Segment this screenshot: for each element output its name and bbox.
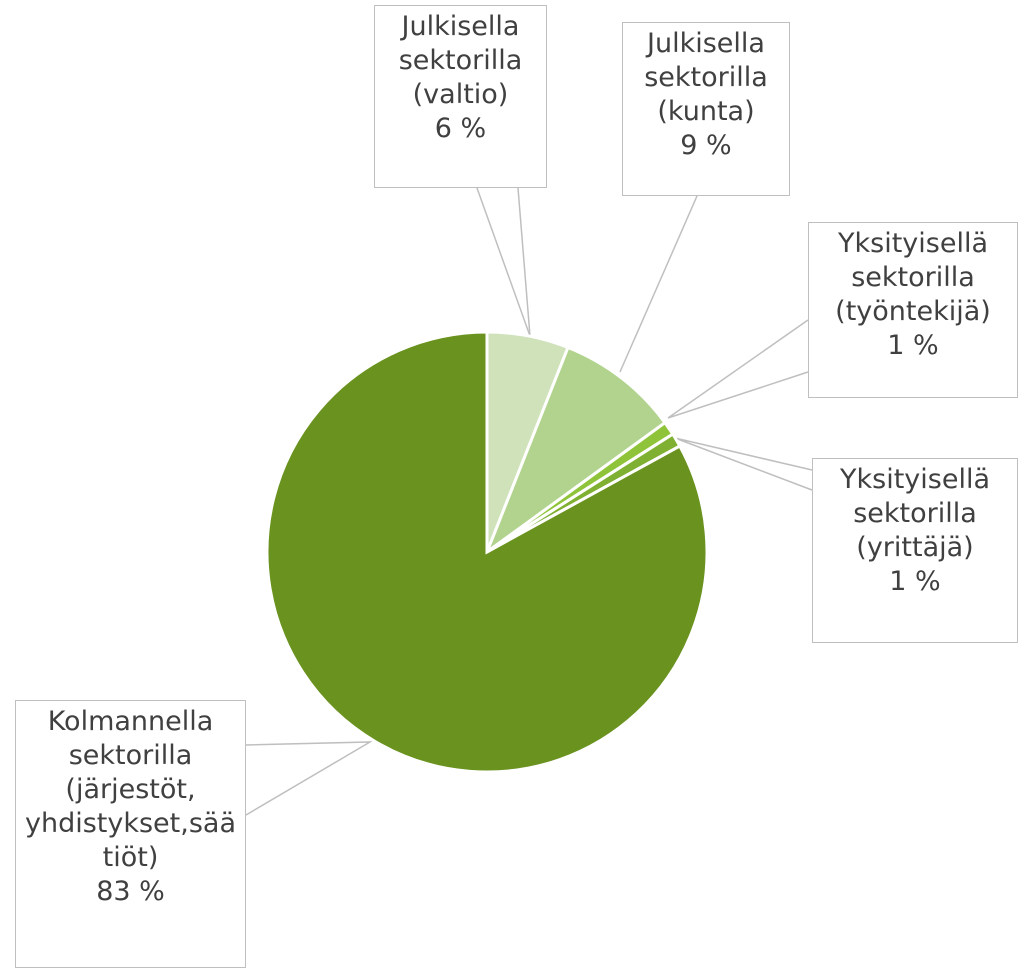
category-label: Yksityisellä sektorilla (yrittäjä) [840,464,990,563]
category-label: Yksityisellä sektorilla (työntekijä) [835,228,991,327]
value-label: 1 % [889,566,941,597]
value-label: 1 % [887,330,939,361]
category-label: Julkisella sektorilla (kunta) [644,28,768,127]
leader-line [476,187,531,337]
data-label: Yksityisellä sektorilla (yrittäjä) 1 % [812,458,1018,643]
data-label: Yksityisellä sektorilla (työntekijä) 1 % [808,222,1018,398]
pie-slice [483,345,668,557]
leader-line [245,741,373,816]
data-label: Kolmannella sektorilla (järjestöt, yhdis… [15,700,246,968]
leader-line [667,319,809,419]
category-label: Kolmannella sektorilla (järjestöt, yhdis… [24,706,236,873]
value-label: 83 % [96,876,165,907]
category-label: Julkisella sektorilla (valtio) [398,11,523,110]
leader-line [517,187,531,337]
value-label: 6 % [434,113,487,144]
leader-line [619,195,698,373]
data-label: Julkisella sektorilla (kunta) 9 % [622,22,790,196]
data-label: Julkisella sektorilla (valtio) 6 % [374,5,547,188]
value-label: 9 % [680,130,732,161]
pie-slice [265,330,709,774]
